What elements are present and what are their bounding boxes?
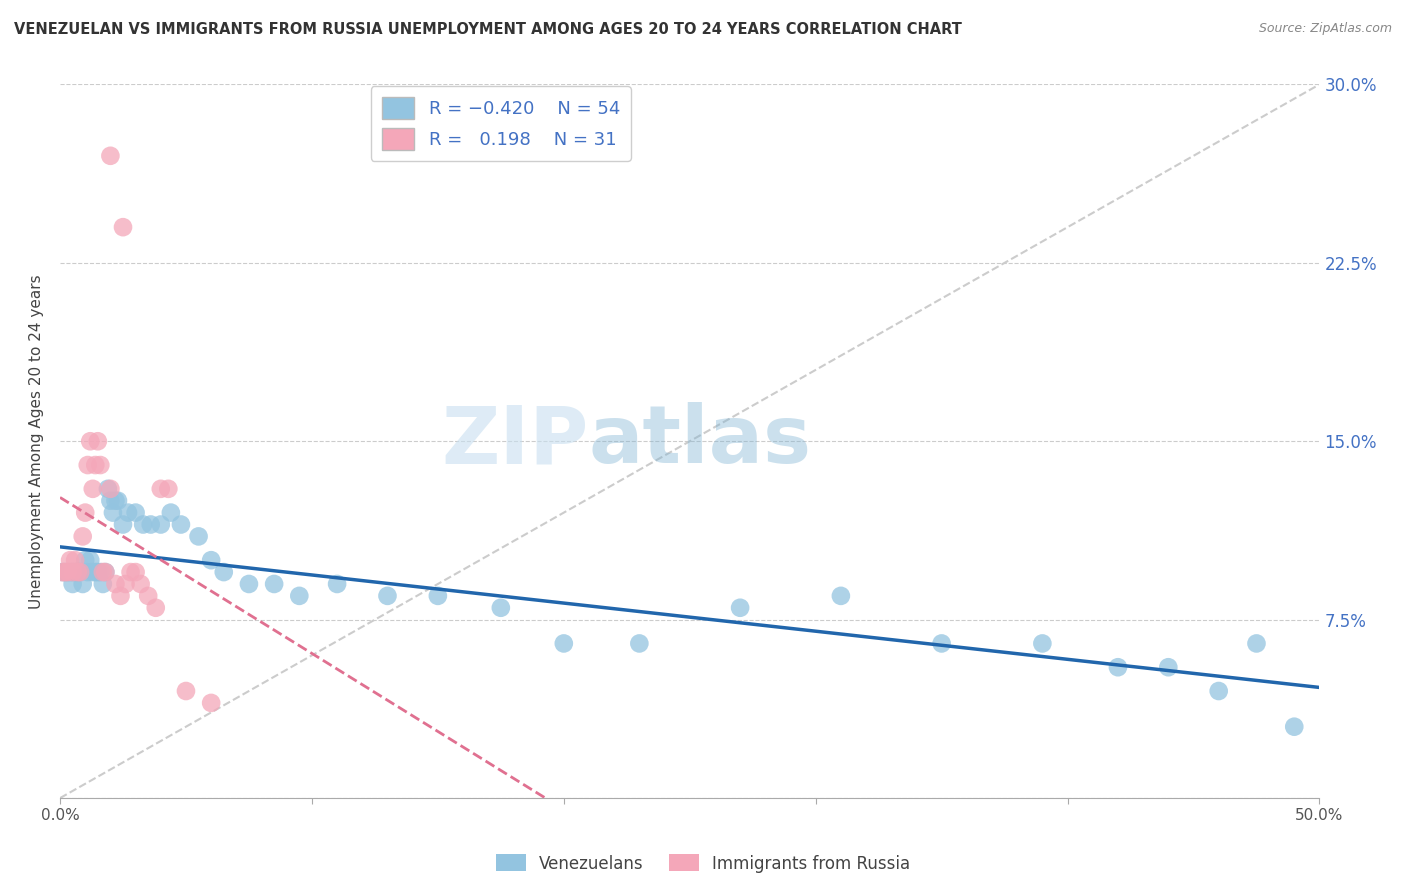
Point: [63, 553, 86, 567]
Point: [89, 565, 111, 579]
Point: [104, 577, 127, 591]
Point: [489, 600, 512, 615]
Point: [111, 220, 134, 235]
Point: [124, 565, 146, 579]
Point: [1157, 660, 1180, 674]
Point: [76, 458, 98, 472]
Point: [56, 565, 79, 579]
Point: [97, 482, 120, 496]
Legend: R = −0.420    N = 54, R =   0.198    N = 31: R = −0.420 N = 54, R = 0.198 N = 31: [371, 87, 631, 161]
Text: VENEZUELAN VS IMMIGRANTS FROM RUSSIA UNEMPLOYMENT AMONG AGES 20 TO 24 YEARS CORR: VENEZUELAN VS IMMIGRANTS FROM RUSSIA UNE…: [14, 22, 962, 37]
Point: [263, 577, 285, 591]
Point: [51, 565, 73, 579]
Point: [1246, 636, 1268, 650]
Point: [100, 149, 122, 163]
Point: [107, 493, 129, 508]
Point: [63, 565, 86, 579]
Point: [187, 529, 209, 543]
Point: [62, 565, 84, 579]
Y-axis label: Unemployment Among Ages 20 to 24 years: Unemployment Among Ages 20 to 24 years: [30, 274, 44, 608]
Point: [149, 517, 172, 532]
Point: [170, 517, 193, 532]
Point: [149, 482, 172, 496]
Point: [426, 589, 449, 603]
Point: [53, 565, 76, 579]
Point: [62, 577, 84, 591]
Point: [79, 434, 101, 449]
Legend: Venezuelans, Immigrants from Russia: Venezuelans, Immigrants from Russia: [489, 847, 917, 880]
Point: [101, 506, 124, 520]
Point: [200, 696, 222, 710]
Point: [53, 565, 76, 579]
Point: [84, 458, 107, 472]
Point: [94, 565, 117, 579]
Point: [100, 482, 122, 496]
Point: [104, 493, 127, 508]
Point: [66, 565, 89, 579]
Point: [89, 458, 111, 472]
Point: [82, 482, 104, 496]
Point: [79, 553, 101, 567]
Point: [75, 553, 97, 567]
Point: [288, 589, 311, 603]
Point: [59, 565, 82, 579]
Text: ZIP: ZIP: [441, 402, 589, 480]
Point: [69, 565, 91, 579]
Point: [377, 589, 399, 603]
Point: [628, 636, 651, 650]
Point: [1208, 684, 1230, 698]
Point: [553, 636, 575, 650]
Point: [728, 600, 751, 615]
Point: [145, 600, 167, 615]
Point: [62, 565, 84, 579]
Point: [56, 565, 79, 579]
Point: [82, 565, 104, 579]
Point: [136, 589, 159, 603]
Point: [110, 589, 132, 603]
Point: [117, 506, 139, 520]
Point: [66, 565, 89, 579]
Point: [51, 565, 73, 579]
Point: [72, 577, 94, 591]
Point: [129, 577, 152, 591]
Point: [94, 565, 117, 579]
Point: [132, 517, 155, 532]
Point: [174, 684, 197, 698]
Point: [1284, 720, 1306, 734]
Point: [91, 565, 114, 579]
Point: [100, 493, 122, 508]
Text: atlas: atlas: [589, 402, 813, 480]
Point: [830, 589, 852, 603]
Point: [238, 577, 260, 591]
Point: [326, 577, 349, 591]
Point: [1031, 636, 1053, 650]
Text: Source: ZipAtlas.com: Source: ZipAtlas.com: [1258, 22, 1392, 36]
Point: [87, 565, 110, 579]
Point: [120, 565, 142, 579]
Point: [69, 565, 91, 579]
Point: [157, 482, 180, 496]
Point: [87, 434, 110, 449]
Point: [91, 577, 114, 591]
Point: [59, 553, 82, 567]
Point: [72, 529, 94, 543]
Point: [76, 565, 98, 579]
Point: [931, 636, 953, 650]
Point: [124, 506, 146, 520]
Point: [139, 517, 162, 532]
Point: [66, 565, 89, 579]
Point: [212, 565, 235, 579]
Point: [160, 506, 183, 520]
Point: [200, 553, 222, 567]
Point: [111, 517, 134, 532]
Point: [84, 565, 107, 579]
Point: [75, 506, 97, 520]
Point: [114, 577, 136, 591]
Point: [1107, 660, 1129, 674]
